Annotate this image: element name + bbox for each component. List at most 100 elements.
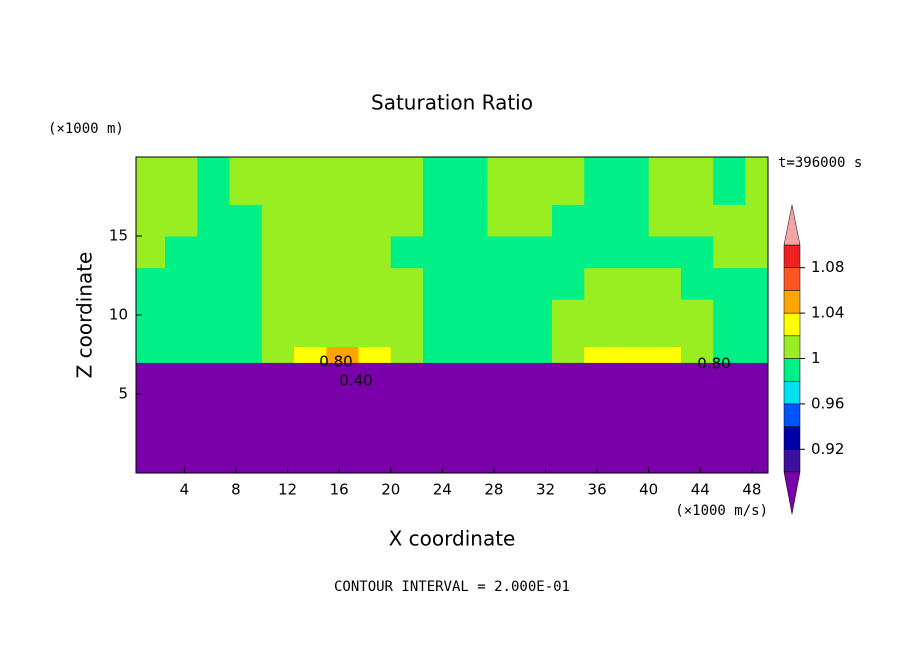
cell [229, 236, 263, 269]
cell [487, 346, 521, 363]
cell [519, 326, 553, 348]
cell [680, 267, 714, 300]
cell [713, 409, 746, 442]
cell [136, 299, 166, 328]
cell [165, 267, 198, 300]
colorbar-band [783, 267, 801, 291]
cell [261, 326, 295, 348]
cell [584, 382, 617, 411]
colorbar-tick-label: 1 [811, 349, 821, 367]
cell [519, 236, 553, 269]
cell [519, 267, 553, 300]
cell [390, 382, 424, 411]
cell [326, 157, 359, 178]
cell [197, 299, 231, 328]
cell [136, 409, 166, 442]
cell [422, 409, 456, 442]
cell [551, 267, 585, 300]
cell [745, 204, 769, 237]
cell [680, 382, 714, 411]
cell [422, 157, 456, 178]
cell [326, 236, 359, 269]
colorbar-tick-label: 1.08 [811, 258, 844, 276]
cell [648, 176, 682, 205]
cell [165, 382, 198, 411]
cell [358, 299, 392, 328]
cell [519, 176, 553, 205]
cell [229, 441, 263, 474]
cell [616, 267, 650, 300]
cell [455, 362, 488, 383]
cell [455, 441, 488, 474]
cell [519, 441, 553, 474]
cell [551, 204, 585, 237]
cell [551, 326, 585, 348]
cell [713, 157, 746, 178]
cell [648, 346, 682, 363]
colorbar-band [783, 312, 801, 337]
cell [584, 346, 617, 363]
cell [487, 362, 521, 383]
cell [648, 157, 682, 178]
cell [294, 326, 327, 348]
cell [455, 382, 488, 411]
cell [745, 326, 769, 348]
cell [584, 326, 617, 348]
cell [294, 267, 327, 300]
cell [422, 326, 456, 348]
cell [197, 409, 231, 442]
cell [326, 382, 359, 411]
colorbar-tick-label: 0.92 [811, 440, 844, 458]
cell [294, 409, 327, 442]
cell [713, 346, 746, 363]
cell [294, 362, 327, 383]
y-axis-label: Z coordinate [73, 252, 97, 379]
cell [197, 236, 231, 269]
cell [358, 326, 392, 348]
cell [584, 441, 617, 474]
colorbar-tick-label: 1.04 [811, 304, 844, 322]
cell [390, 236, 424, 269]
colorbar-band [783, 426, 801, 450]
cell [165, 299, 198, 328]
cell [390, 441, 424, 474]
x-tick-label: 28 [484, 481, 503, 499]
cell [745, 157, 769, 178]
cell [358, 236, 392, 269]
cell [713, 382, 746, 411]
cell [713, 176, 746, 205]
cell [455, 176, 488, 205]
cell [294, 176, 327, 205]
cell [551, 299, 585, 328]
cell [422, 299, 456, 328]
cell [422, 382, 456, 411]
cell [422, 236, 456, 269]
cell [616, 236, 650, 269]
cell [713, 326, 746, 348]
cell [713, 267, 746, 300]
cell [390, 346, 424, 363]
cell [197, 382, 231, 411]
cell [390, 326, 424, 348]
cell [648, 382, 682, 411]
cell [487, 204, 521, 237]
cell [326, 204, 359, 237]
cell [487, 382, 521, 411]
cell [648, 236, 682, 269]
cell [680, 299, 714, 328]
cell [422, 441, 456, 474]
contour-label: 0.40 [339, 372, 372, 390]
cell [713, 362, 746, 383]
cell [584, 267, 617, 300]
cell [358, 409, 392, 442]
cell [229, 299, 263, 328]
cell [551, 362, 585, 383]
cell [680, 409, 714, 442]
cell [358, 382, 392, 411]
cell [294, 346, 327, 363]
cell [422, 346, 456, 363]
colorbar-band [783, 449, 801, 473]
cell [455, 346, 488, 363]
cell [519, 362, 553, 383]
cell [229, 157, 263, 178]
